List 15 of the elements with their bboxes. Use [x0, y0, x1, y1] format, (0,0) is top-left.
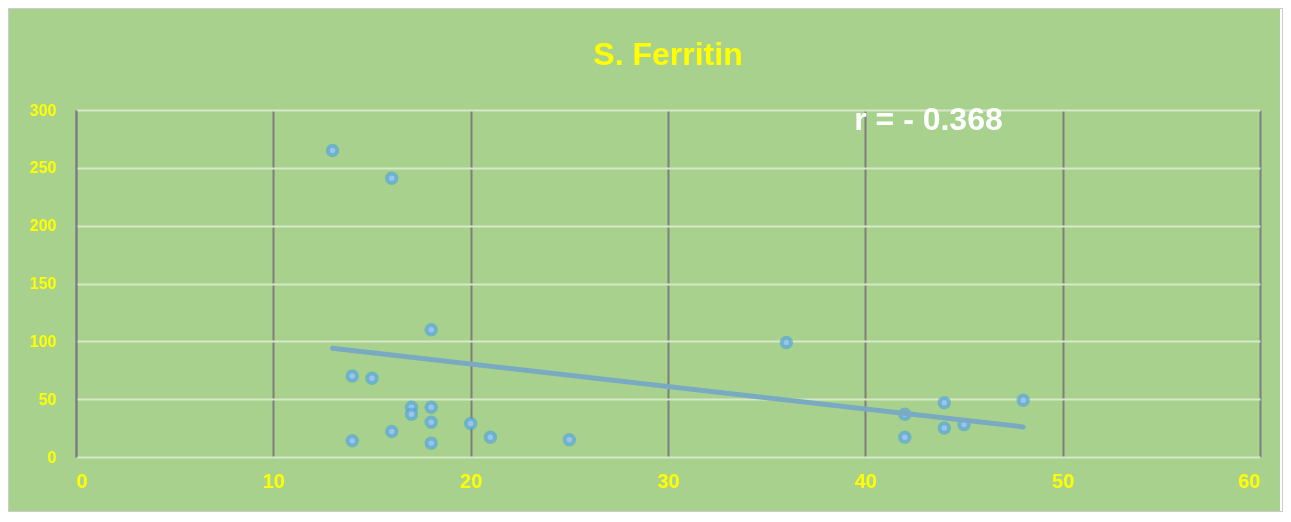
x-tick-label: 0: [76, 469, 88, 492]
x-tick-label: 50: [1052, 469, 1075, 492]
y-tick-label: 0: [47, 448, 57, 466]
y-tick-label: 100: [29, 332, 57, 350]
x-tick-label: 20: [460, 469, 483, 492]
x-tick-label: 40: [854, 469, 877, 492]
chart-title: S. Ferritin: [593, 36, 743, 72]
x-tick-label: 10: [262, 469, 285, 492]
y-tick-label: 150: [29, 275, 57, 292]
x-tick-label: 30: [657, 469, 680, 492]
y-tick-label: 250: [29, 159, 57, 177]
y-tick-label: 300: [29, 101, 57, 119]
x-tick-label: 60: [1238, 469, 1261, 492]
y-tick-label: 200: [29, 217, 57, 235]
y-tick-label: 50: [38, 390, 57, 408]
